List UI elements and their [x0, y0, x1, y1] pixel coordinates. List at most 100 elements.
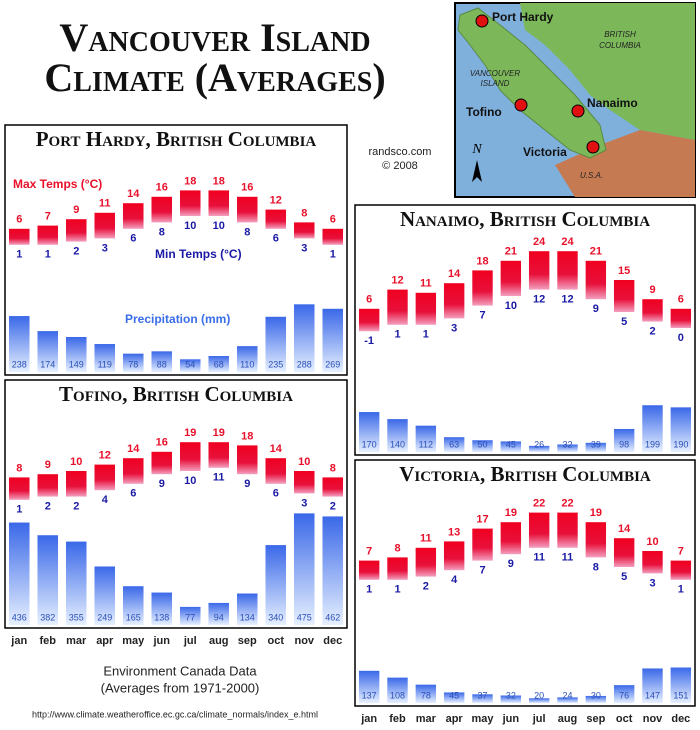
precip-bar — [65, 541, 87, 625]
precip-label: 355 — [69, 612, 84, 622]
temp-range-bar — [8, 477, 30, 500]
precip-label: 151 — [673, 690, 688, 700]
min-label: 5 — [621, 316, 627, 328]
precip-bar — [443, 692, 465, 703]
precip-label: 94 — [214, 612, 224, 622]
max-label: 8 — [394, 542, 400, 554]
max-label: 6 — [366, 294, 372, 306]
precip-label: 238 — [12, 359, 27, 369]
x-tick-label: jan — [10, 635, 27, 647]
map-label: Port Hardy — [492, 10, 554, 24]
min-label: 2 — [649, 326, 655, 338]
precip-bar — [293, 304, 315, 372]
max-label: 6 — [330, 214, 336, 226]
precip-bar — [670, 667, 692, 703]
max-label: 14 — [127, 188, 140, 200]
map-label: COLUMBIA — [599, 41, 641, 50]
precip-label: 190 — [673, 439, 688, 449]
map-label: BRITISH — [604, 30, 636, 39]
panel-title: Nanaimo, British Columbia — [400, 207, 650, 231]
precip-label: 32 — [562, 439, 572, 449]
precip-bar — [37, 535, 59, 625]
min-label: 10 — [184, 475, 196, 487]
temp-range-bar — [322, 477, 344, 497]
min-label: 1 — [394, 329, 400, 341]
temp-range-bar — [208, 442, 230, 468]
x-tick-label: feb — [40, 635, 57, 647]
min-label: 8 — [593, 561, 599, 573]
min-label: -1 — [364, 335, 374, 347]
max-label: 19 — [213, 427, 225, 439]
panel-title: Tofino, British Columbia — [59, 382, 293, 406]
max-label: 16 — [156, 437, 168, 449]
x-tick-label: aug — [558, 713, 578, 725]
min-label: 2 — [45, 501, 51, 513]
precip-label: 174 — [40, 359, 55, 369]
precip-label: 170 — [362, 439, 377, 449]
min-label: 6 — [130, 488, 136, 500]
credit: randsco.com — [369, 146, 432, 158]
temp-range-bar — [443, 541, 465, 571]
precip-bar — [236, 593, 258, 625]
precip-label: 110 — [240, 359, 254, 369]
map-label: VANCOUVER — [470, 69, 520, 78]
panel — [4, 124, 348, 376]
temp-range-bar — [557, 512, 578, 548]
min-label: 2 — [73, 501, 79, 513]
min-label: 1 — [330, 249, 336, 261]
max-label: 9 — [45, 459, 51, 471]
precip-label: 54 — [185, 359, 195, 369]
precip-bar — [94, 344, 116, 372]
max-label: 6 — [16, 214, 22, 226]
precip-label: 112 — [419, 439, 433, 449]
precip-label: 475 — [297, 612, 312, 622]
temp-range-bar — [179, 190, 201, 216]
temp-range-bar — [500, 260, 522, 296]
temp-range-bar — [387, 557, 408, 580]
temp-range-bar — [151, 196, 173, 223]
temp-range-bar — [642, 551, 663, 574]
x-tick-label: dec — [323, 635, 342, 647]
precip-bar — [208, 356, 230, 372]
precip-label: 37 — [477, 690, 487, 700]
precip-label: 20 — [534, 690, 544, 700]
min-label: 3 — [102, 242, 108, 254]
precip-bar — [151, 351, 173, 372]
panel — [354, 204, 696, 456]
x-tick-label: nov — [294, 635, 314, 647]
precip-label: 462 — [325, 612, 340, 622]
map-label: ISLAND — [481, 79, 510, 88]
precip-label: 78 — [421, 690, 431, 700]
precip-bar — [557, 444, 578, 452]
x-tick-label: sep — [586, 713, 605, 725]
precip-bar — [8, 316, 30, 372]
city-dot — [586, 140, 600, 154]
min-label: 1 — [16, 504, 22, 516]
precip-bar — [585, 442, 607, 452]
x-tick-label: jun — [502, 713, 520, 725]
precip-bar — [528, 698, 550, 703]
precip-bar — [151, 592, 173, 625]
precip-bar — [670, 407, 692, 452]
precip-label: 77 — [185, 612, 195, 622]
max-label: 18 — [241, 430, 253, 442]
x-tick-label: nov — [643, 713, 663, 725]
map-label: Nanaimo — [587, 96, 638, 110]
legend-min: Min Temps (°C) — [155, 247, 242, 261]
map-label: U.S.A. — [580, 171, 603, 180]
precip-bar — [208, 602, 230, 625]
precip-bar — [472, 694, 493, 703]
temp-range-bar — [293, 471, 315, 494]
temp-range-bar — [8, 228, 30, 245]
min-label: 12 — [533, 294, 545, 306]
precip-label: 235 — [268, 359, 283, 369]
temp-range-bar — [293, 222, 315, 239]
x-tick-label: jul — [183, 635, 197, 647]
min-label: 1 — [678, 584, 684, 596]
precip-bar — [265, 316, 287, 372]
precip-bar — [122, 353, 144, 372]
precip-label: 88 — [157, 359, 167, 369]
precip-bar — [358, 670, 380, 703]
precip-label: 30 — [591, 690, 601, 700]
